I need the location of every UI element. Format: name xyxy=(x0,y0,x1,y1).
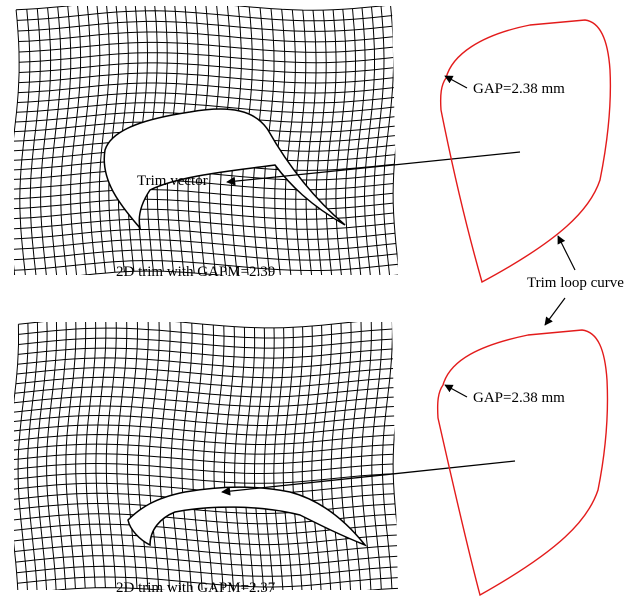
mesh-line xyxy=(36,322,48,590)
mesh-line xyxy=(98,6,110,274)
mesh-line xyxy=(292,326,304,590)
mesh-line xyxy=(95,322,107,588)
trim-vector-arrow-bottom xyxy=(221,460,516,496)
mesh-line xyxy=(46,322,58,590)
mesh-line xyxy=(282,327,294,590)
gap-arrow-bottom xyxy=(444,384,468,398)
mesh-line xyxy=(371,322,383,590)
trim-vector-label: Trim vector xyxy=(137,173,208,189)
trim-hole-top xyxy=(103,108,346,231)
mesh-line xyxy=(27,322,39,590)
mesh-line xyxy=(273,327,285,590)
mesh-line xyxy=(284,9,296,275)
mesh-line xyxy=(223,326,235,590)
mesh-line xyxy=(301,325,313,590)
gap-label-bottom: GAP=2.38 mm xyxy=(473,390,565,406)
mesh-line xyxy=(181,323,193,590)
mesh-line xyxy=(126,322,139,589)
mesh-line xyxy=(65,322,77,589)
mesh-line xyxy=(335,9,347,275)
mesh-line xyxy=(19,9,31,275)
mesh-line xyxy=(29,8,41,275)
mesh-grid-bottom xyxy=(14,322,398,590)
mesh-line xyxy=(392,6,398,275)
mesh-line xyxy=(137,322,149,590)
caption-top: 2D trim with GAPM=2.39 xyxy=(116,264,275,280)
mesh-line xyxy=(17,323,29,590)
mesh-line xyxy=(340,322,352,590)
trim-loop-curve-top xyxy=(439,19,612,284)
trim-loop-label: Trim loop curve xyxy=(527,275,624,291)
mesh-line xyxy=(350,322,362,590)
trim-loop-arrow-up xyxy=(557,235,576,271)
mesh-line xyxy=(354,7,366,275)
mesh-line xyxy=(14,324,19,590)
gap-label-top: GAP=2.38 mm xyxy=(473,81,565,97)
mesh-panel-top xyxy=(14,6,398,275)
caption-bottom: 2D trim with GAPM=2.37 xyxy=(116,580,276,596)
mesh-line xyxy=(311,325,323,590)
mesh-line xyxy=(360,322,372,590)
trim-loop-curve-bottom xyxy=(436,329,609,597)
mesh-line xyxy=(381,322,393,589)
mesh-line xyxy=(79,6,91,275)
mesh-line xyxy=(105,322,117,588)
mesh-line xyxy=(148,322,160,590)
mesh-line xyxy=(344,8,357,275)
mesh-line xyxy=(116,322,128,589)
mesh-line xyxy=(192,324,204,590)
mesh-line xyxy=(363,6,375,275)
mesh-line xyxy=(14,9,20,275)
mesh-line xyxy=(263,327,275,590)
mesh-line xyxy=(40,7,52,275)
mesh-line xyxy=(170,322,182,590)
mesh-line xyxy=(202,324,215,590)
mesh-line xyxy=(315,10,327,275)
gap-arrow-top xyxy=(444,75,468,89)
mesh-line xyxy=(159,322,171,590)
mesh-line xyxy=(330,323,342,590)
mesh-line xyxy=(60,6,72,275)
mesh-line xyxy=(75,322,87,589)
mesh-line xyxy=(382,6,394,275)
mesh-line xyxy=(305,10,317,275)
trim-hole-bottom xyxy=(127,486,368,547)
mesh-line xyxy=(253,327,266,590)
mesh-line xyxy=(85,322,97,588)
mesh-line xyxy=(295,10,307,275)
trim-loop-arrow-down xyxy=(544,297,566,326)
mesh-line xyxy=(392,322,398,589)
mesh-line xyxy=(325,9,337,275)
mesh-line xyxy=(50,6,62,275)
mesh-line xyxy=(373,6,385,275)
mesh-line xyxy=(89,6,101,274)
mesh-line xyxy=(55,322,67,590)
mesh-line xyxy=(234,327,246,590)
mesh-line xyxy=(213,325,225,590)
mesh-line xyxy=(16,6,398,11)
trim-vector-arrow-top xyxy=(226,151,521,186)
mesh-line xyxy=(244,327,256,590)
mesh-panel-bottom xyxy=(14,322,398,590)
mesh-line xyxy=(274,9,286,275)
mesh-line xyxy=(70,6,82,275)
mesh-line xyxy=(320,324,333,590)
mesh-line xyxy=(17,587,398,590)
